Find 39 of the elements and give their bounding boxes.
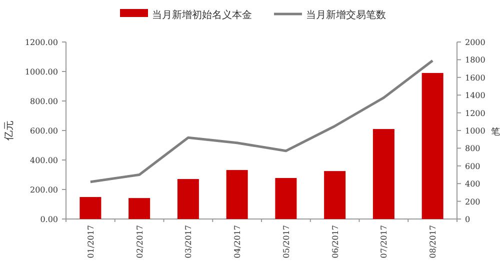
y-tick-label: 600.00: [30, 126, 58, 136]
y-tick-label: 200.00: [30, 186, 58, 194]
y2-tick-label: 0: [465, 215, 470, 224]
y2-axis-title: 笔: [491, 126, 500, 138]
legend-label: 当月新增交易笔数: [306, 9, 386, 21]
bar: [275, 178, 297, 219]
legend-label: 当月新增初始名义本金: [152, 9, 252, 21]
bar: [226, 170, 248, 219]
y-tick-label: 400.00: [30, 156, 58, 165]
y-tick-label: 0.00: [40, 215, 58, 224]
y2-tick-label: 1400: [465, 91, 486, 100]
bar: [128, 198, 150, 219]
y-tick-label: 1200.00: [24, 38, 58, 47]
bar: [422, 72, 444, 219]
x-tick-label: 06/2017: [330, 225, 340, 258]
x-tick-label: 05/2017: [282, 225, 291, 258]
bar: [177, 179, 199, 219]
y-axis-title: 亿元: [4, 120, 15, 142]
x-tick-label: 04/2017: [233, 225, 242, 258]
y2-tick-label: 600: [465, 162, 480, 171]
x-tick-label: 01/2017: [86, 225, 96, 258]
line-series: [89, 59, 434, 184]
y2-tick-label: 1200: [465, 108, 486, 118]
x-tick-label: 03/2017: [184, 225, 194, 258]
y2-tick-label: 400: [465, 180, 480, 189]
y2-tick-label: 200: [465, 197, 480, 206]
y-tick-label: 1000.00: [24, 68, 58, 76]
y-tick-label: 800.00: [30, 97, 58, 106]
y2-tick-label: 1000: [465, 126, 486, 136]
x-tick-label: 08/2017: [428, 225, 438, 258]
y2-tick-label: 2000: [465, 38, 486, 47]
y2-tick-label: 1600: [465, 73, 486, 82]
bar: [80, 197, 102, 219]
x-tick-label: 07/2017: [380, 225, 389, 258]
y2-tick-label: 1800: [465, 56, 486, 65]
x-tick-label: 02/2017: [135, 225, 144, 258]
y2-tick-label: 800: [465, 144, 480, 154]
bar: [372, 129, 394, 219]
bar: [324, 171, 346, 219]
